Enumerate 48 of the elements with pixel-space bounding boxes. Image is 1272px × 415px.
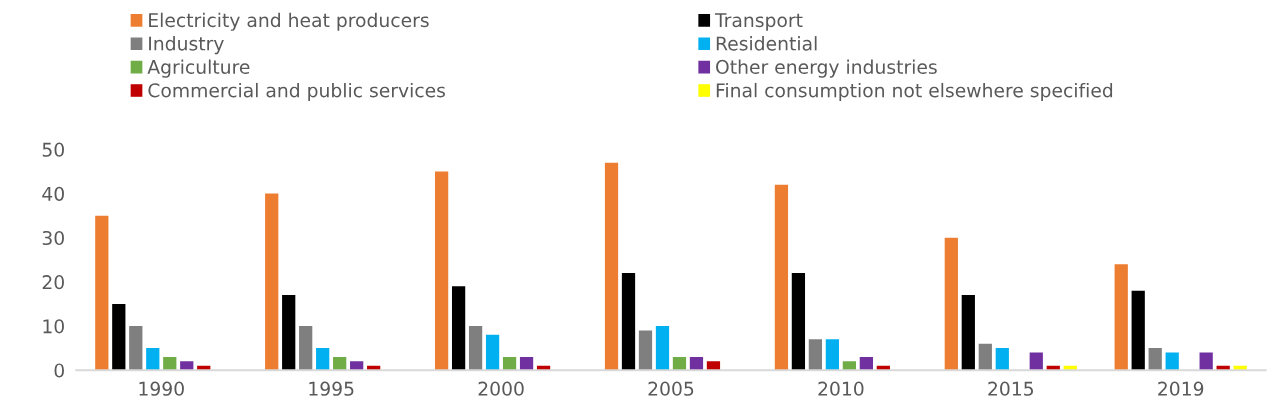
bar xyxy=(265,193,279,371)
bar xyxy=(638,330,653,371)
y-tick-label: 10 xyxy=(43,319,64,334)
bar xyxy=(808,339,823,371)
bar xyxy=(95,215,109,371)
bar xyxy=(468,326,483,371)
x-tick-label: 2005 xyxy=(648,381,694,396)
bar xyxy=(944,237,958,371)
bar xyxy=(774,184,789,371)
bar xyxy=(1114,264,1128,371)
bar xyxy=(129,326,143,371)
bar xyxy=(655,326,670,371)
bar xyxy=(978,343,992,371)
bar xyxy=(995,348,1009,371)
bar xyxy=(1148,348,1162,371)
bar xyxy=(146,348,160,371)
x-tick-label: 1990 xyxy=(139,381,184,396)
legend-label: Agriculture xyxy=(147,59,250,78)
bar xyxy=(1131,290,1145,371)
legend-label: Industry xyxy=(149,36,224,55)
legend-label: Other energy industries xyxy=(716,59,937,78)
legend-label: Transport xyxy=(714,13,803,31)
legend-label: Final consumption not elsewhere specified xyxy=(716,82,1113,102)
x-tick-label: 2000 xyxy=(478,381,524,396)
bar xyxy=(961,295,975,371)
y-tick-label: 0 xyxy=(54,363,64,378)
y-tick-label: 30 xyxy=(42,230,64,246)
bar xyxy=(299,326,313,371)
x-tick-label: 2010 xyxy=(818,381,864,396)
bar xyxy=(282,295,296,371)
legend-label: Residential xyxy=(716,36,817,51)
bar xyxy=(451,286,466,371)
y-tick-label: 40 xyxy=(42,186,64,201)
bar xyxy=(112,303,126,371)
x-tick-label: 2015 xyxy=(988,381,1034,396)
bar xyxy=(791,273,806,371)
bar xyxy=(825,339,840,371)
legend-label: Commercial and public services xyxy=(148,82,446,102)
x-tick-label: 2019 xyxy=(1158,381,1204,396)
bar xyxy=(434,171,449,371)
bar xyxy=(604,162,619,371)
y-tick-label: 50 xyxy=(42,142,64,157)
bar xyxy=(316,348,330,371)
x-tick-label: 1995 xyxy=(309,381,354,396)
legend-label: Electricity and heat producers xyxy=(149,12,429,31)
y-tick-label: 20 xyxy=(42,275,64,290)
bar xyxy=(485,334,500,371)
bar xyxy=(621,273,636,371)
